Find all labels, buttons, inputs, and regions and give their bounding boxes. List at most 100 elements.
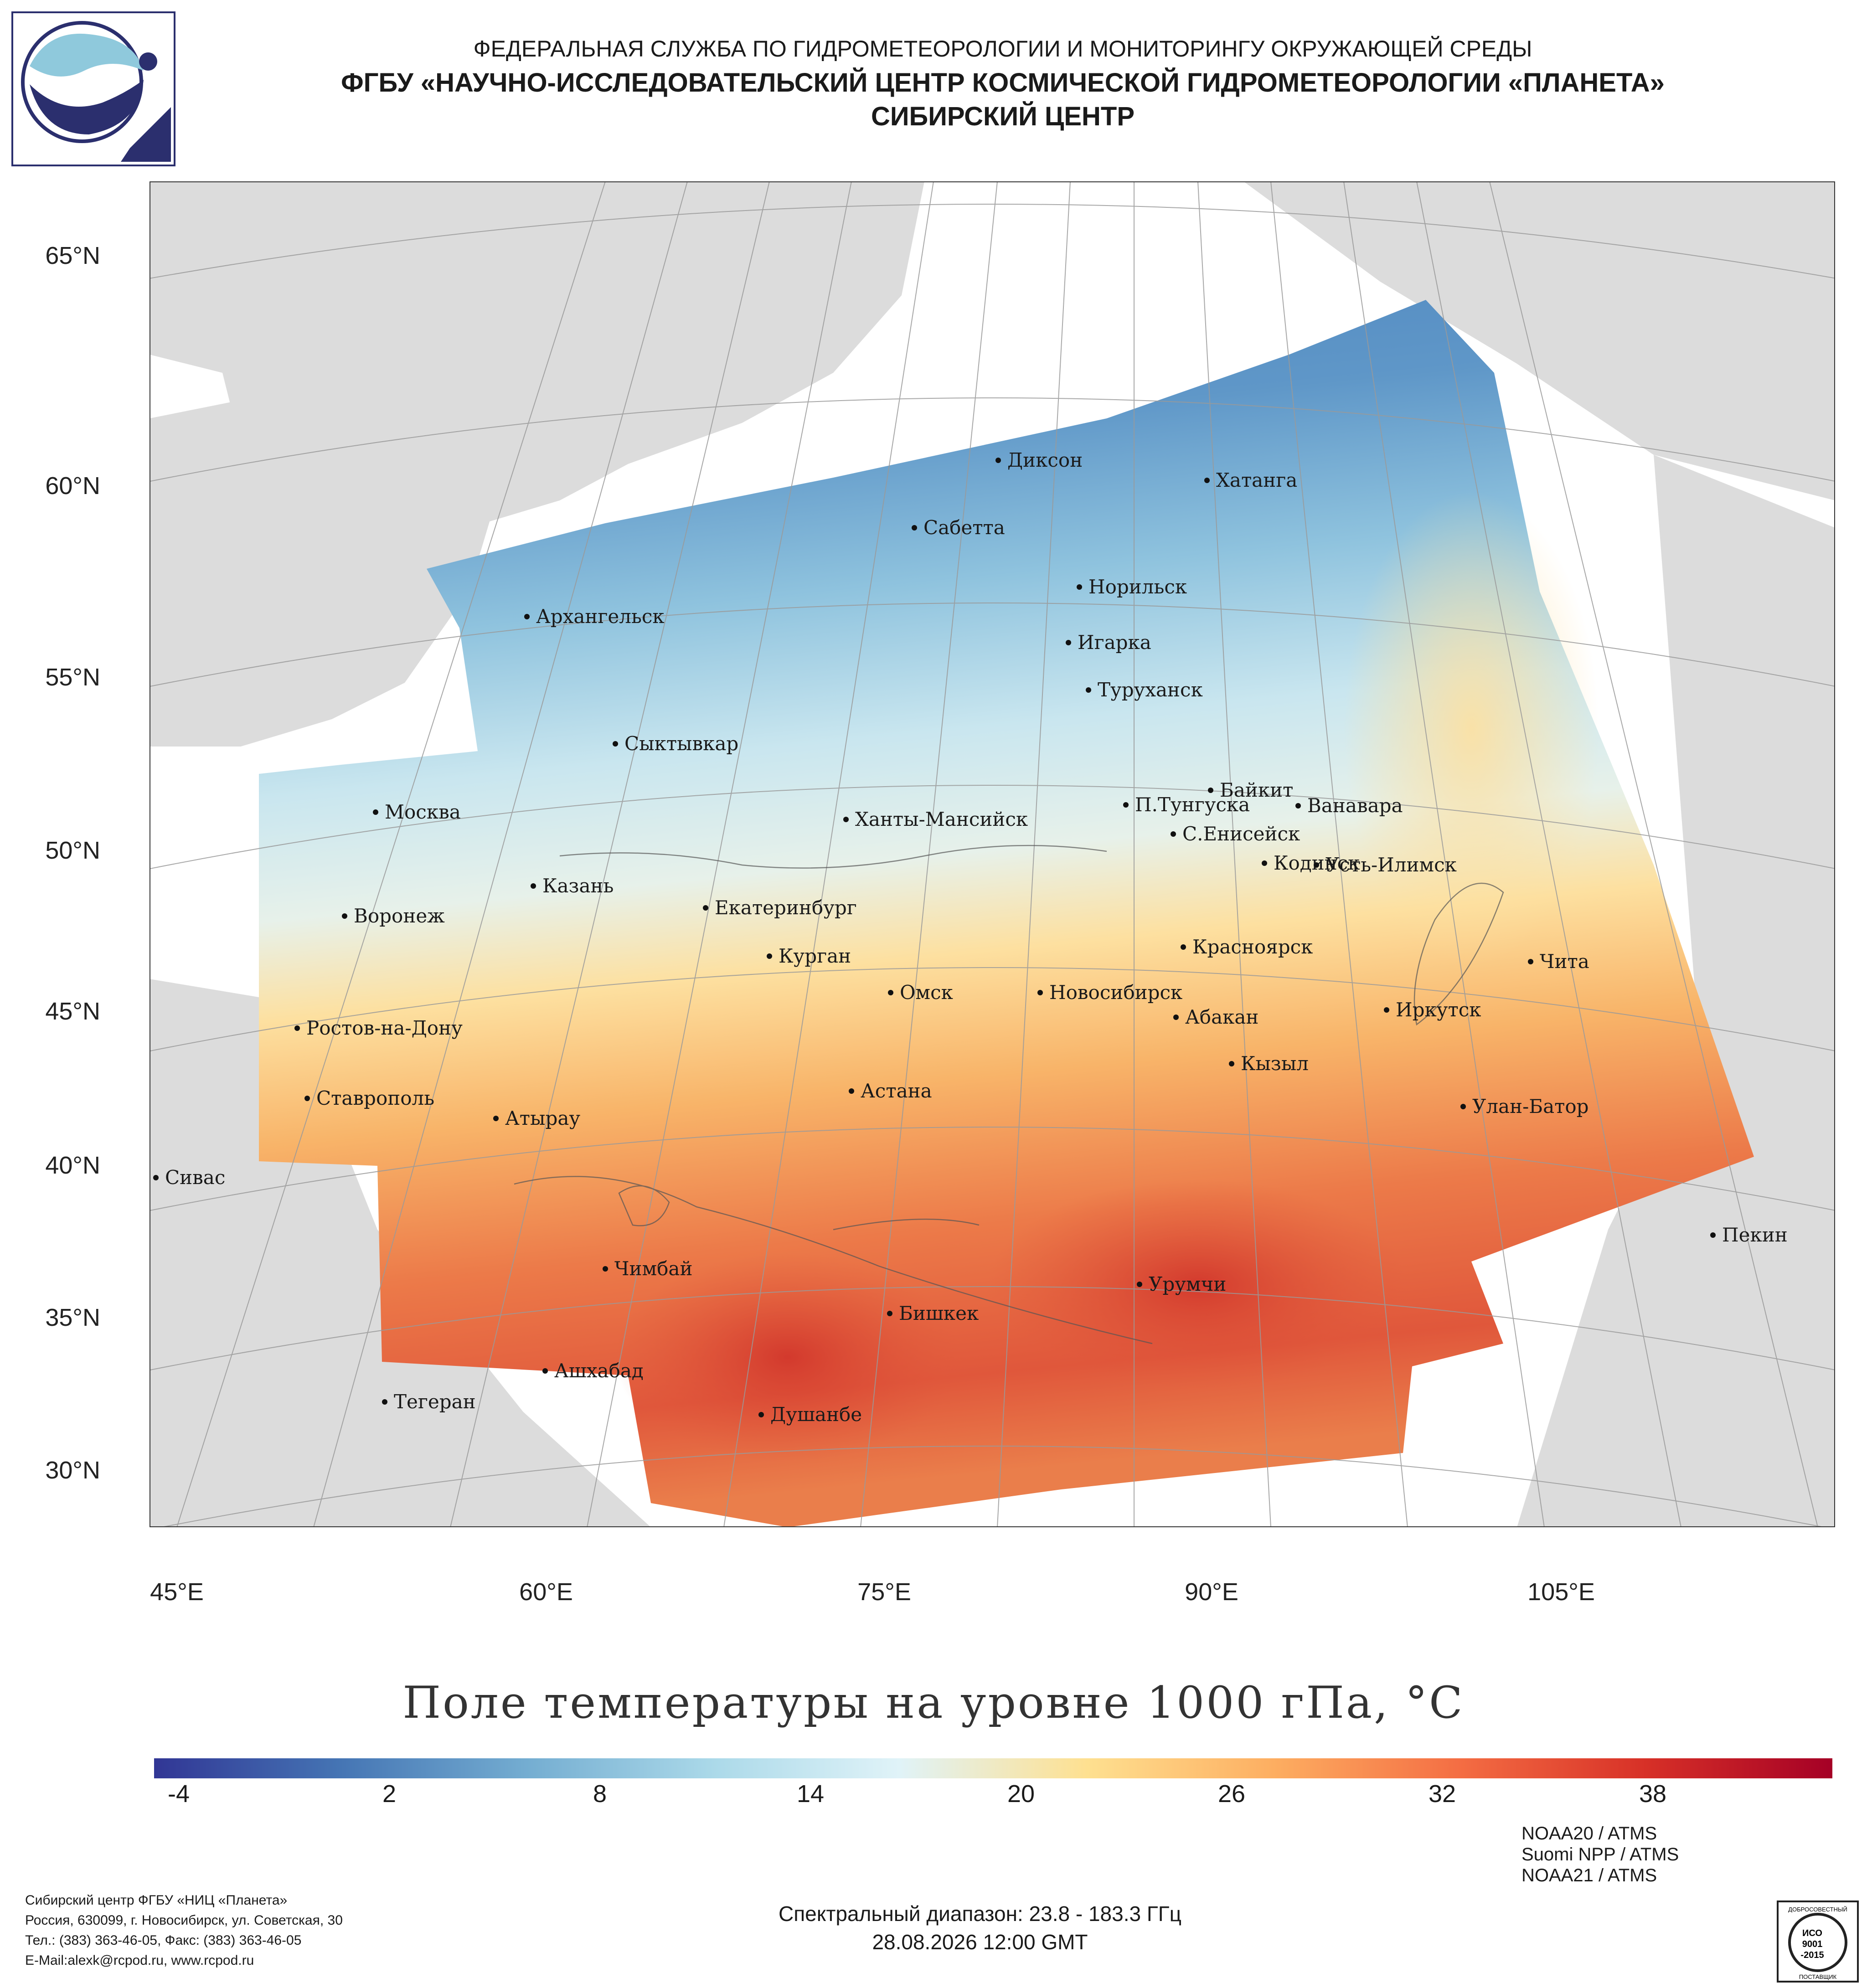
scandinavia-land (150, 373, 496, 747)
city-dot (1066, 640, 1071, 645)
cert-bottom-text: ПОСТАВЩИК (1799, 1973, 1837, 1980)
cert-year-text: -2015 (1800, 1950, 1824, 1960)
city-dot (1204, 478, 1210, 483)
colorbar-tick: 26 (1217, 1780, 1246, 1808)
city-dot (1086, 687, 1091, 693)
city-dot (1528, 959, 1533, 964)
city-label: Екатеринбург (715, 896, 857, 919)
lat-label: 30°N (45, 1457, 100, 1484)
city-label: П.Тунгуска (1135, 793, 1250, 816)
observation-datetime: 28.08.2026 12:00 GMT (872, 1930, 1088, 1954)
city-dot (995, 458, 1001, 463)
city-dot (1123, 802, 1129, 808)
city-dot (294, 1025, 300, 1031)
sensor-list: NOAA20 / ATMS Suomi NPP / ATMS NOAA21 / … (1521, 1823, 1679, 1886)
city-label: Чита (1540, 950, 1589, 973)
city-label: Тегеран (394, 1391, 476, 1413)
city-label: Кызыл (1241, 1052, 1309, 1075)
colorbar-title: Поле температуры на уровне 1000 гПа, °C (402, 1677, 1465, 1728)
city-label: Хатанга (1216, 469, 1297, 491)
hot-core-xinjiang (988, 1179, 1408, 1389)
colorbar-tick: 32 (1428, 1780, 1456, 1808)
city-dot (1295, 803, 1301, 809)
city-dot (304, 1096, 310, 1101)
lon-label: 45°E (150, 1578, 204, 1606)
city-dot (1710, 1232, 1716, 1238)
lat-label: 65°N (45, 242, 100, 269)
planeta-logo (11, 11, 175, 166)
city-label: Атырау (505, 1107, 580, 1129)
city-dot (1208, 788, 1213, 793)
colorbar-tick: 2 (382, 1780, 397, 1808)
city-dot (153, 1175, 159, 1180)
city-dot (1173, 1015, 1179, 1020)
cert-top-text: ДОБРОСОВЕСТНЫЙ (1788, 1906, 1847, 1913)
city-dot (613, 741, 618, 747)
city-dot (888, 990, 893, 995)
org-line: Тел.: (383) 363-46-05, Факс: (383) 363-4… (25, 1933, 302, 1948)
city-dot (542, 1368, 548, 1374)
lat-label: 50°N (45, 837, 100, 864)
city-label: Ростов-на-Дону (306, 1017, 463, 1039)
city-label: Диксон (1007, 449, 1083, 471)
hot-core-central-asia (614, 1252, 961, 1462)
east-land (1517, 455, 1835, 1527)
iso-certificate-badge: ДОБРОСОВЕСТНЫЙ ИСО 9001 -2015 ПОСТАВЩИК (1777, 1900, 1859, 1983)
lat-label: 40°N (45, 1152, 100, 1179)
city-dot (382, 1399, 387, 1405)
city-label: Архангельск (536, 605, 665, 628)
header-center: СИБИРСКИЙ ЦЕНТР (871, 102, 1135, 131)
city-dot (1181, 944, 1186, 950)
organization-contacts: Сибирский центр ФГБУ «НИЦ «Планета» Росс… (25, 1890, 343, 1971)
city-label: Игарка (1078, 631, 1151, 654)
org-line: Россия, 630099, г. Новосибирск, ул. Сове… (25, 1913, 343, 1928)
cert-number-text: 9001 (1802, 1939, 1823, 1949)
city-label: Чимбай (614, 1257, 692, 1280)
city-label: Москва (385, 801, 461, 823)
city-dot (767, 953, 772, 959)
lon-label: 75°E (857, 1578, 911, 1606)
city-dot (524, 614, 530, 619)
product-info: Спектральный диапазон: 23.8 - 183.3 ГГц … (638, 1900, 1322, 1956)
city-label: Норильск (1088, 576, 1187, 598)
city-dot (912, 525, 917, 530)
city-dot (493, 1116, 499, 1121)
org-line: Сибирский центр ФГБУ «НИЦ «Планета» (25, 1893, 288, 1908)
city-label: Усть-Илимск (1325, 854, 1457, 876)
city-dot (1384, 1007, 1389, 1013)
city-label: Бишкек (899, 1302, 979, 1324)
city-label: Байкит (1220, 779, 1293, 801)
city-label: Туруханск (1098, 679, 1203, 701)
lat-label: 45°N (45, 998, 100, 1025)
city-label: Воронеж (354, 905, 445, 927)
sensor: Suomi NPP / ATMS (1521, 1844, 1679, 1864)
north-east-land (1243, 181, 1835, 500)
city-markers: Диксон Хатанга Сабетта Норильск Архангел… (153, 449, 1788, 1426)
city-dot (1077, 584, 1082, 590)
cert-iso-text: ИСО (1802, 1928, 1822, 1938)
lon-label: 60°E (519, 1578, 573, 1606)
city-dot (1229, 1061, 1234, 1066)
header-agency: ФЕДЕРАЛЬНАЯ СЛУЖБА ПО ГИДРОМЕТЕОРОЛОГИИ … (473, 36, 1532, 62)
city-label: Красноярск (1192, 936, 1313, 958)
warm-east (1344, 491, 1599, 965)
city-dot (849, 1088, 854, 1094)
colorbar-tick: 20 (1007, 1780, 1035, 1808)
city-label: Ставрополь (316, 1087, 434, 1109)
city-label: Иркутск (1396, 999, 1481, 1021)
colorbar-tick: 38 (1639, 1780, 1667, 1808)
city-dot (1037, 990, 1043, 995)
colorbar-tick: 14 (796, 1780, 825, 1808)
city-label: Душанбе (770, 1403, 862, 1426)
city-dot (1460, 1104, 1466, 1109)
lat-label: 35°N (45, 1304, 100, 1331)
city-dot (1137, 1282, 1142, 1287)
city-label: Ванавара (1307, 794, 1403, 817)
lat-label: 60°N (45, 472, 100, 500)
city-label: Абакан (1185, 1006, 1258, 1028)
city-dot (531, 883, 536, 889)
city-dot (342, 913, 347, 919)
city-label: Новосибирск (1049, 981, 1182, 1004)
sensor: NOAA20 / ATMS (1521, 1823, 1657, 1844)
org-line: E-Mail:alexk@rcpod.ru, www.rcpod.ru (25, 1953, 254, 1968)
